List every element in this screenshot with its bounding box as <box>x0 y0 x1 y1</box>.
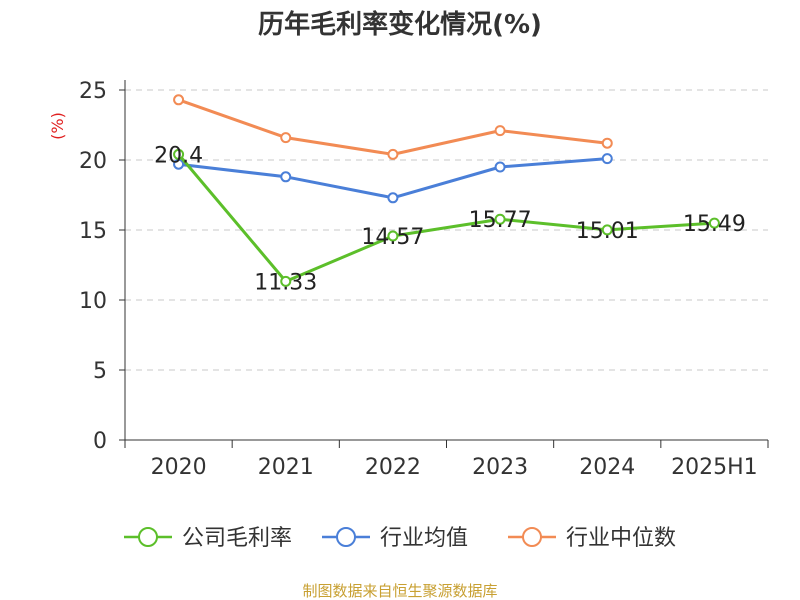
series-line <box>177 153 715 283</box>
series-line <box>178 98 608 156</box>
x-tick-label: 2022 <box>365 455 421 480</box>
data-point <box>280 171 292 183</box>
x-tick-label: 2023 <box>472 455 528 480</box>
legend-item[interactable]: 行业中位数 <box>508 526 676 551</box>
source-note: 制图数据来自恒生聚源数据库 <box>302 582 497 600</box>
y-tick-label: 10 <box>79 289 107 314</box>
grid-lines <box>125 89 768 371</box>
x-tick-label: 2021 <box>258 455 314 480</box>
y-tick-label: 20 <box>79 149 107 174</box>
data-point <box>494 161 506 173</box>
data-point <box>708 217 720 229</box>
y-tick-label: 25 <box>79 79 107 104</box>
data-label: 15.49 <box>683 212 746 237</box>
data-label: 14.57 <box>361 225 424 250</box>
data-label: 15.01 <box>576 219 639 244</box>
legend-item[interactable]: 行业均值 <box>322 526 468 551</box>
data-point <box>387 148 399 160</box>
data-labels: 20.4 11.33 14.57 15.77 15.01 15.49 <box>154 143 746 295</box>
data-point <box>173 148 185 160</box>
data-point <box>280 132 292 144</box>
y-tick-label: 5 <box>93 359 107 384</box>
axes <box>119 80 769 448</box>
legend-marker <box>336 527 356 547</box>
y-tick-label: 0 <box>93 429 107 454</box>
data-label: 20.4 <box>154 143 203 168</box>
data-point <box>601 137 613 149</box>
chart-title: 历年毛利率变化情况(%) <box>258 9 542 40</box>
legend-marker <box>522 527 542 547</box>
data-point <box>280 275 292 287</box>
legend-item[interactable]: 公司毛利率 <box>124 526 292 551</box>
x-tick-label: 2025H1 <box>671 455 758 480</box>
x-tick-label: 2024 <box>579 455 635 480</box>
y-axis-unit: (%) <box>48 112 67 140</box>
data-point <box>387 192 399 204</box>
legend-label: 行业中位数 <box>566 526 676 551</box>
data-label: 15.77 <box>469 208 532 233</box>
tick-labels: 0 5 10 15 20 25 2020 2021 2022 2023 2024 2025H1 <box>79 79 758 480</box>
data-point <box>173 94 185 106</box>
y-tick-label: 15 <box>79 219 107 244</box>
legend[interactable]: 公司毛利率 行业均值 行业中位数 <box>124 526 676 551</box>
x-tick-label: 2020 <box>151 455 207 480</box>
legend-marker <box>138 527 158 547</box>
data-point <box>601 224 613 236</box>
data-point <box>387 230 399 242</box>
series-lines <box>173 94 720 287</box>
series-line <box>178 157 608 200</box>
data-point <box>494 125 506 137</box>
data-point <box>601 153 613 165</box>
legend-label: 公司毛利率 <box>182 526 292 551</box>
legend-label: 行业均值 <box>380 526 468 551</box>
data-point <box>494 213 506 225</box>
data-label: 11.33 <box>254 270 317 295</box>
